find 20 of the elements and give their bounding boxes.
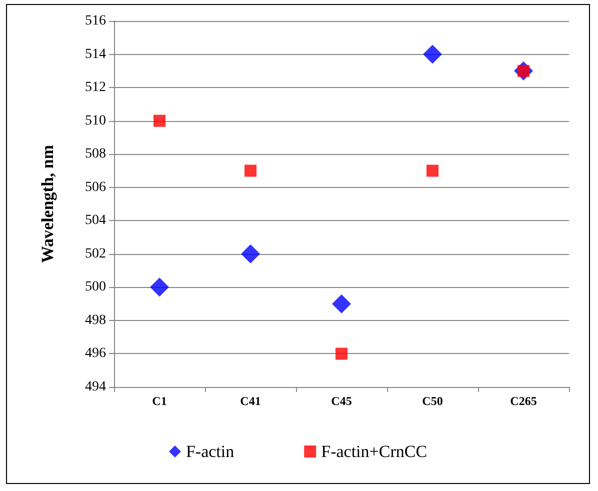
x-tick-label: C50 — [422, 394, 443, 408]
x-tick-label: C265 — [510, 394, 537, 408]
y-tick-label: 504 — [85, 213, 106, 228]
y-tick-label: 494 — [85, 380, 106, 394]
legend-label: F-actin+CrnCC — [321, 442, 428, 461]
legend-label: F-actin — [186, 442, 235, 461]
x-tick-label: C41 — [240, 394, 261, 408]
y-tick-label: 512 — [85, 80, 106, 96]
y-tick-label: 508 — [85, 146, 106, 162]
y-tick-label: 510 — [85, 113, 106, 128]
y-tick-label: 500 — [85, 280, 106, 295]
y-tick-label: 514 — [85, 46, 106, 62]
y-tick-label: 506 — [85, 180, 106, 195]
y-tick-label: 502 — [85, 246, 106, 262]
y-axis-title: Wavelength, nm — [38, 144, 57, 264]
y-tick-label: 496 — [85, 346, 106, 362]
y-tick-label: 498 — [85, 312, 106, 328]
x-tick-label: C45 — [331, 394, 352, 408]
x-tick-label: C1 — [152, 394, 167, 408]
y-tick-label: 516 — [85, 14, 106, 28]
